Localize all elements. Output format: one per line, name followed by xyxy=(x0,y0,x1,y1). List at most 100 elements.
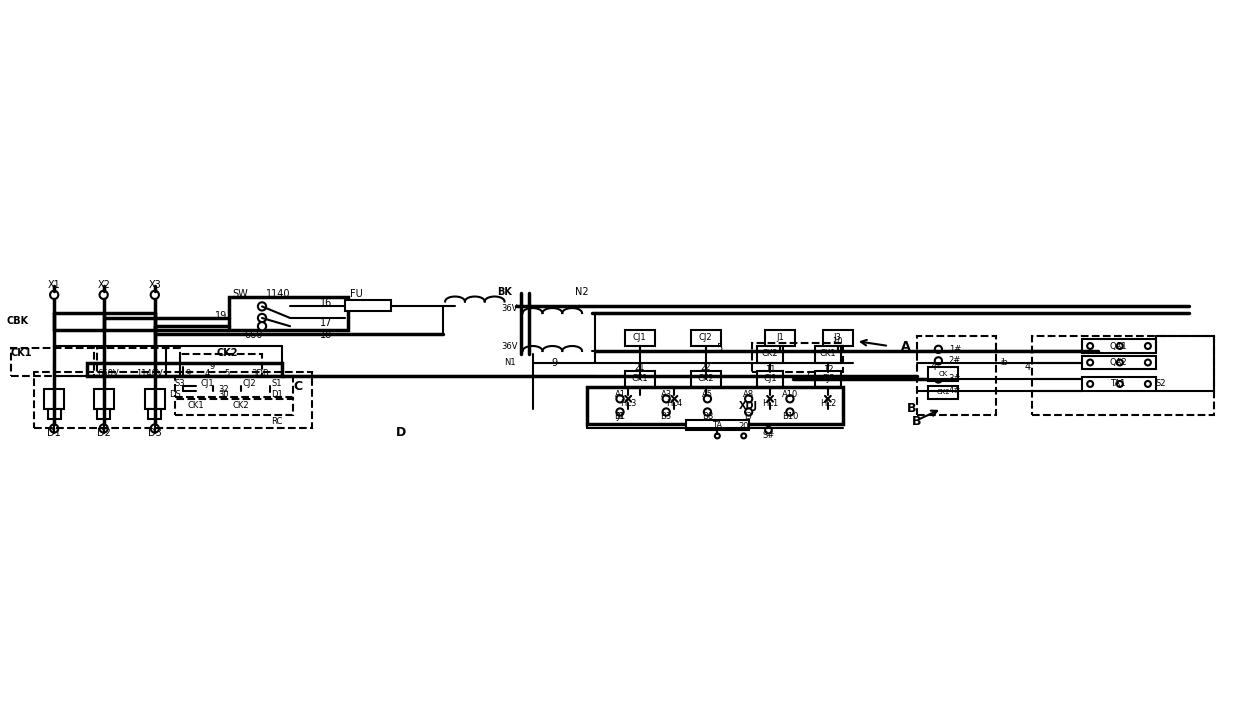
Bar xyxy=(11,348,94,376)
Circle shape xyxy=(258,314,267,322)
Circle shape xyxy=(151,424,159,433)
Text: XDJ: XDJ xyxy=(739,401,758,411)
Circle shape xyxy=(671,394,678,403)
Text: CK1: CK1 xyxy=(187,401,205,410)
Circle shape xyxy=(223,364,231,371)
Circle shape xyxy=(704,408,711,415)
Circle shape xyxy=(766,394,774,403)
Text: ib: ib xyxy=(1001,358,1008,367)
Text: CJ2: CJ2 xyxy=(821,375,835,384)
Text: S#: S# xyxy=(763,431,775,439)
Text: CJ1: CJ1 xyxy=(201,378,215,388)
Text: 11: 11 xyxy=(765,365,775,373)
Bar xyxy=(756,370,784,387)
Bar xyxy=(47,409,61,418)
Text: 12: 12 xyxy=(822,365,833,373)
Bar xyxy=(929,386,959,399)
Text: D1: D1 xyxy=(47,428,61,439)
Circle shape xyxy=(1087,381,1094,387)
Circle shape xyxy=(1117,360,1122,365)
Bar xyxy=(815,370,841,387)
Bar xyxy=(1033,336,1214,415)
Text: 36V: 36V xyxy=(501,341,518,350)
Circle shape xyxy=(935,346,942,353)
Bar xyxy=(686,420,749,430)
Text: CK2: CK2 xyxy=(761,349,779,358)
Bar xyxy=(35,373,311,428)
Circle shape xyxy=(935,376,942,383)
Bar xyxy=(149,409,161,418)
Text: X3: X3 xyxy=(149,280,161,290)
Text: 30: 30 xyxy=(218,390,229,399)
Circle shape xyxy=(1145,381,1151,387)
Bar xyxy=(97,409,110,418)
Text: 20: 20 xyxy=(739,421,749,431)
Text: J1: J1 xyxy=(616,412,624,420)
Text: 5: 5 xyxy=(715,343,722,352)
Text: 3DB: 3DB xyxy=(252,369,269,378)
Text: N1: N1 xyxy=(503,358,516,367)
Circle shape xyxy=(1117,343,1122,349)
Text: B8: B8 xyxy=(702,412,713,420)
Text: 17: 17 xyxy=(320,318,332,328)
Text: TA: TA xyxy=(712,420,723,430)
Text: J3: J3 xyxy=(745,412,753,420)
Circle shape xyxy=(714,434,719,439)
Bar xyxy=(1081,356,1156,369)
Text: B10: B10 xyxy=(781,412,799,420)
Text: D: D xyxy=(396,426,405,439)
Text: 1140: 1140 xyxy=(267,289,290,299)
Circle shape xyxy=(745,408,753,415)
Bar xyxy=(625,370,655,387)
Text: TA1: TA1 xyxy=(1111,379,1126,389)
Text: CJ1: CJ1 xyxy=(764,375,777,384)
Bar xyxy=(94,389,114,409)
Text: HL1: HL1 xyxy=(763,399,779,408)
Circle shape xyxy=(704,395,711,402)
Bar xyxy=(1081,339,1156,352)
Bar xyxy=(145,389,165,409)
Circle shape xyxy=(624,394,632,403)
Bar xyxy=(751,343,843,373)
Bar xyxy=(175,399,294,415)
Bar xyxy=(45,389,64,409)
Text: A8: A8 xyxy=(743,389,754,399)
Text: CBK: CBK xyxy=(7,316,29,326)
Text: 6: 6 xyxy=(807,373,812,382)
Text: CJ2: CJ2 xyxy=(242,378,255,388)
Circle shape xyxy=(662,395,670,402)
Text: C: C xyxy=(294,380,303,393)
Text: X2: X2 xyxy=(97,280,110,290)
Bar xyxy=(229,297,347,329)
Text: A: A xyxy=(900,339,910,352)
Circle shape xyxy=(786,408,794,415)
Circle shape xyxy=(99,424,108,433)
Circle shape xyxy=(935,357,942,365)
Text: 4: 4 xyxy=(930,362,936,373)
Text: CK2: CK2 xyxy=(697,375,714,384)
Text: B: B xyxy=(913,415,921,428)
Text: CK1: CK1 xyxy=(631,375,649,384)
Text: 22: 22 xyxy=(701,363,711,372)
Text: 4: 4 xyxy=(205,369,211,378)
Circle shape xyxy=(50,291,58,299)
Circle shape xyxy=(935,387,942,394)
Text: CJ1: CJ1 xyxy=(632,334,646,342)
Text: HL3: HL3 xyxy=(620,399,636,408)
Text: 16: 16 xyxy=(320,298,332,308)
Text: CK2: CK2 xyxy=(936,389,950,395)
Bar xyxy=(1081,377,1156,391)
Text: HL4: HL4 xyxy=(666,399,682,408)
Text: 4#: 4# xyxy=(949,386,961,395)
Bar xyxy=(87,362,281,376)
Text: 10: 10 xyxy=(832,337,843,347)
Text: 1140V: 1140V xyxy=(136,369,164,378)
Circle shape xyxy=(50,424,58,433)
Text: D3: D3 xyxy=(148,428,161,439)
Text: 21: 21 xyxy=(635,363,645,372)
Circle shape xyxy=(203,364,211,371)
Text: 32: 32 xyxy=(218,385,229,394)
Circle shape xyxy=(616,408,624,415)
Text: S3: S3 xyxy=(175,378,185,388)
Circle shape xyxy=(662,408,670,415)
